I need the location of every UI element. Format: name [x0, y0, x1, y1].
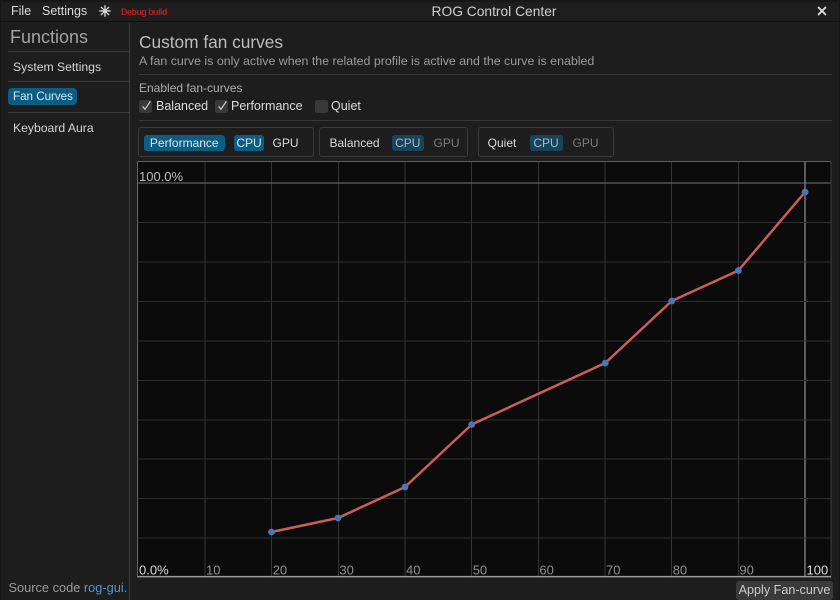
svg-text:100: 100: [807, 563, 829, 578]
svg-text:50: 50: [473, 563, 487, 578]
svg-text:60: 60: [539, 563, 553, 578]
svg-text:0.0%: 0.0%: [139, 563, 169, 578]
svg-text:30: 30: [339, 563, 353, 578]
svg-text:100.0%: 100.0%: [139, 169, 184, 184]
svg-text:40: 40: [406, 563, 420, 578]
svg-text:70: 70: [606, 563, 620, 578]
svg-text:20: 20: [273, 563, 287, 578]
svg-text:10: 10: [206, 563, 220, 578]
svg-text:80: 80: [673, 563, 687, 578]
svg-text:90: 90: [739, 563, 753, 578]
